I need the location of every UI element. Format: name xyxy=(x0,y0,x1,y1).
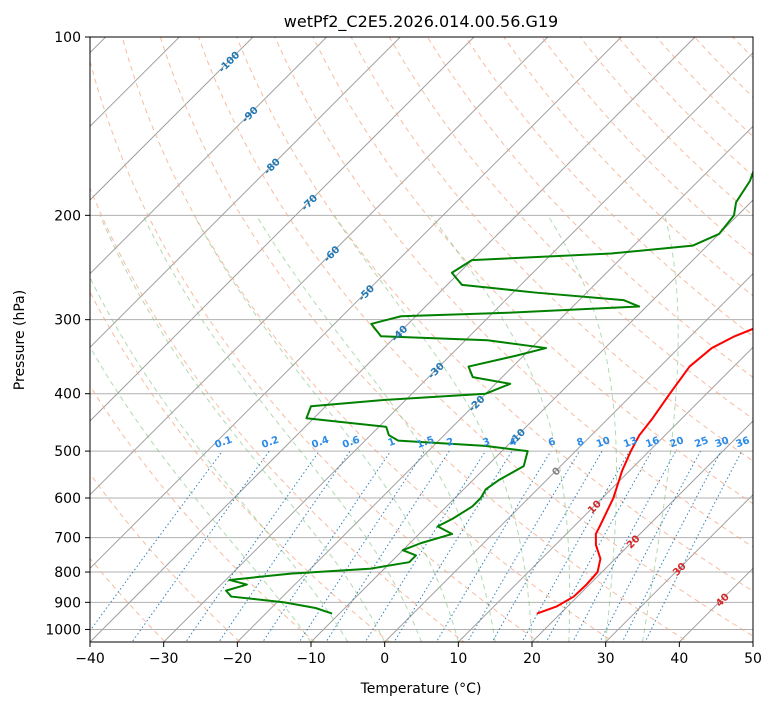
mixing-ratio-line xyxy=(218,450,351,642)
moist-adiabat xyxy=(547,215,618,642)
x-tick-label: −20 xyxy=(223,651,253,667)
isotherm-line xyxy=(90,37,402,349)
isotherm-line xyxy=(90,37,328,275)
isotherm-line xyxy=(90,37,549,496)
mixing-ratio-label: 20 xyxy=(669,435,686,450)
isotherm-line xyxy=(90,37,181,128)
isotherm-line xyxy=(457,346,753,642)
x-tick-label: −40 xyxy=(75,651,105,667)
isotherm-line xyxy=(90,37,696,642)
isotherm-line xyxy=(90,37,623,570)
moist-adiabat xyxy=(142,215,422,642)
mixing-ratio-line xyxy=(298,450,425,642)
mixing-ratio-line xyxy=(572,450,677,642)
y-tick-label: 300 xyxy=(54,313,81,329)
x-tick-label: 20 xyxy=(523,651,541,667)
y-tick-label: 800 xyxy=(54,565,81,581)
mixing-ratio-line xyxy=(521,450,630,642)
mixing-ratio-label: 36 xyxy=(735,435,752,450)
dry-adiabat xyxy=(274,37,753,548)
mixing-ratio-label: 4 xyxy=(508,436,518,449)
mixing-ratio-line xyxy=(466,450,580,642)
isotherm-line xyxy=(90,37,475,422)
mixing-ratio-label: 10 xyxy=(595,435,612,450)
isotherm-line xyxy=(604,493,753,642)
x-tick-label: 0 xyxy=(380,651,389,667)
moist-adiabat xyxy=(333,215,533,642)
mixing-ratio-line xyxy=(435,450,552,642)
isotherm-line xyxy=(90,37,254,201)
mixing-ratio-label: 6 xyxy=(547,436,557,449)
y-tick-label: 200 xyxy=(54,208,81,224)
moist-adiabat xyxy=(90,276,349,642)
y-tick-label: 1000 xyxy=(45,622,81,638)
mixing-ratio-label: 1 xyxy=(387,436,397,449)
y-tick-label: 500 xyxy=(54,444,81,460)
dry-adiabat xyxy=(90,59,540,642)
dry-adiabat xyxy=(197,37,753,637)
isotherm-line xyxy=(531,420,753,642)
profile-lines xyxy=(225,169,753,615)
dry-adiabat xyxy=(350,37,753,462)
mixing-ratio-label: 25 xyxy=(693,435,710,450)
mixing-ratio-label: 8 xyxy=(575,436,585,449)
y-tick-label: 100 xyxy=(54,30,81,46)
y-tick-label: 700 xyxy=(54,531,81,547)
mixing-ratio-label: 16 xyxy=(644,435,661,450)
moist-adiabat xyxy=(642,215,679,642)
y-tick-label: 600 xyxy=(54,491,81,507)
x-axis-label: Temperature (°C) xyxy=(360,681,482,697)
y-tick-label: 400 xyxy=(54,387,81,403)
dry-adiabat xyxy=(90,384,316,642)
dry-adiabat xyxy=(121,37,615,642)
dewpoint-profile-line xyxy=(225,169,753,615)
moist-adiabat xyxy=(430,215,571,642)
mixing-ratio-line xyxy=(131,450,270,642)
x-tick-label: 50 xyxy=(744,651,762,667)
mixing-ratio-label: 3 xyxy=(481,436,491,449)
mixing-ratio-line xyxy=(262,450,392,642)
x-tick-label: −30 xyxy=(149,651,179,667)
dry-adiabat xyxy=(159,37,690,642)
plot-frame xyxy=(89,36,754,643)
mixing-ratio-line xyxy=(599,450,701,642)
mixing-ratio-line xyxy=(325,450,450,642)
mixing-ratio-line xyxy=(90,450,223,632)
mixing-ratio-line xyxy=(545,450,653,642)
chart-title: wetPf2_C2E5.2026.014.00.56.G19 xyxy=(284,12,558,32)
y-tick-label: 900 xyxy=(54,595,81,611)
x-tick-label: 30 xyxy=(597,651,615,667)
x-tick-label: 10 xyxy=(449,651,467,667)
moist-adiabat xyxy=(193,215,459,642)
dry-adiabat xyxy=(464,37,753,337)
mixing-ratio-label: 2 xyxy=(445,436,455,449)
moist-adiabat xyxy=(90,345,312,642)
mixing-ratio-line xyxy=(393,450,513,642)
x-tick-label: −10 xyxy=(296,651,326,667)
mixing-ratio-line xyxy=(491,450,603,642)
mixing-ratio-line xyxy=(364,450,486,642)
x-tick-label: 40 xyxy=(670,651,688,667)
plot-background xyxy=(90,37,753,642)
mixing-ratio-label: 13 xyxy=(622,435,639,450)
isotherm-line xyxy=(310,199,753,642)
axes: −40 −30 −20 −10 0 10 20 30 40 50 100 200 300 400 500 60… xyxy=(45,30,762,667)
isotherm-line xyxy=(236,125,753,642)
temperature-profile-line xyxy=(536,327,753,615)
isotherm-line xyxy=(162,51,753,642)
dry-adiabat xyxy=(90,291,391,642)
y-axis-label: Pressure (hPa) xyxy=(12,290,28,390)
mixing-ratio-label: 30 xyxy=(714,435,731,450)
